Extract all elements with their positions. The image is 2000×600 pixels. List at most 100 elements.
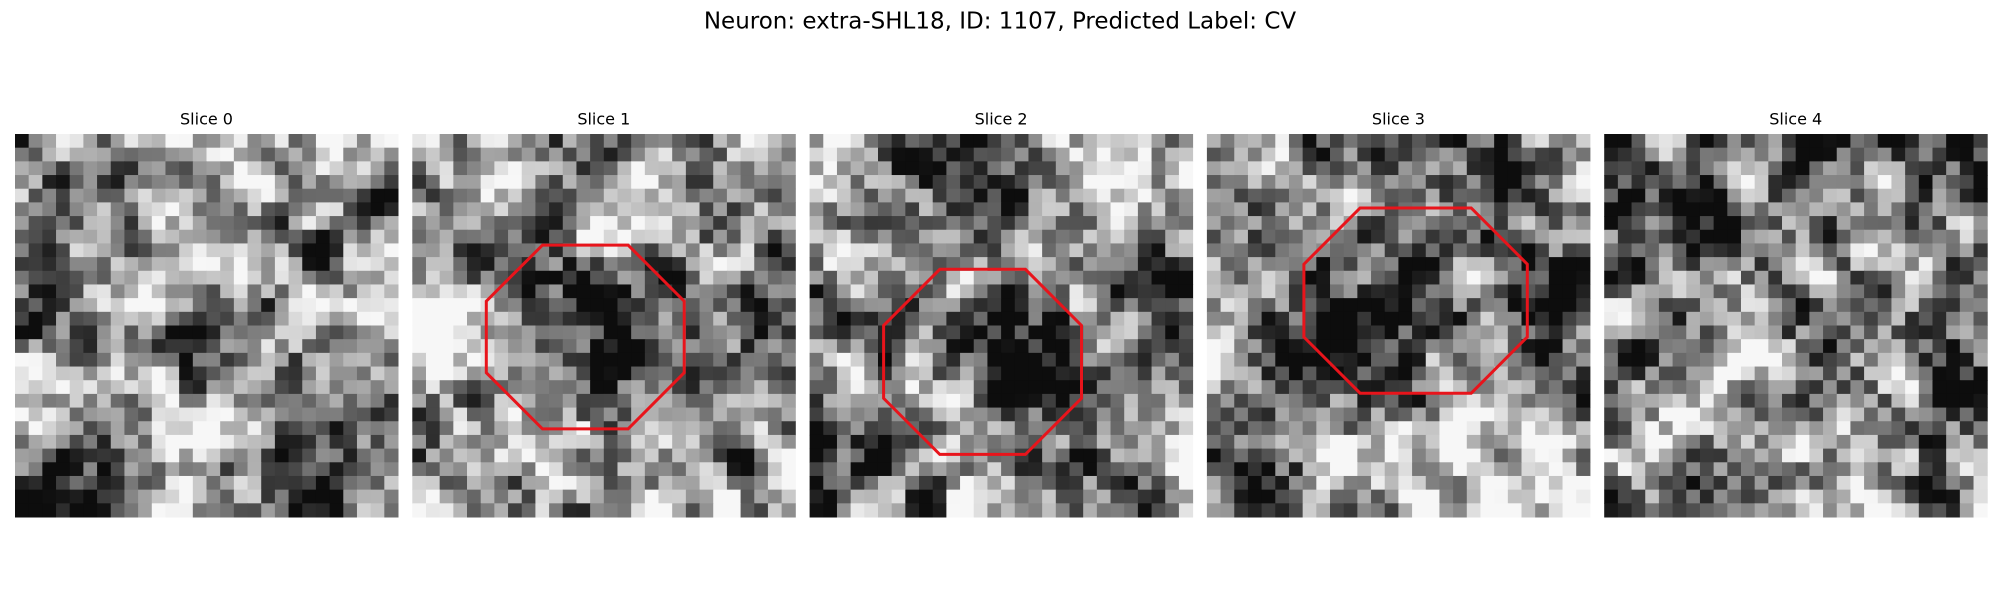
pixel <box>274 284 290 299</box>
pixel <box>1576 407 1591 422</box>
pixel <box>1357 298 1372 313</box>
pixel <box>1562 325 1577 340</box>
pixel <box>165 503 180 518</box>
pixel <box>1877 448 1892 463</box>
pixel <box>83 311 98 326</box>
pixel <box>247 325 262 340</box>
pixel <box>617 503 632 518</box>
pixel <box>1165 421 1180 436</box>
pixel <box>329 421 344 436</box>
pixel <box>1877 380 1892 395</box>
pixel <box>603 216 618 231</box>
pixel <box>1096 421 1112 436</box>
pixel <box>905 161 920 176</box>
pixel <box>83 462 98 477</box>
pixel <box>453 147 468 162</box>
pixel <box>288 202 303 217</box>
pixel <box>165 175 180 190</box>
pixel <box>1864 257 1879 272</box>
pixel <box>480 188 495 203</box>
pixel <box>754 270 769 285</box>
pixel <box>1617 188 1633 203</box>
pixel <box>453 311 468 326</box>
pixel <box>850 475 865 491</box>
pixel <box>699 284 714 299</box>
pixel <box>864 407 879 422</box>
pixel <box>1453 489 1468 504</box>
pixel <box>165 134 180 149</box>
pixel <box>1973 462 1988 477</box>
pixel <box>1727 270 1742 285</box>
pixel <box>439 421 454 436</box>
pixel <box>28 421 43 436</box>
pixel <box>1521 380 1536 395</box>
pixel <box>206 380 221 395</box>
pixel <box>1782 393 1797 409</box>
pixel <box>1412 503 1427 518</box>
pixel <box>467 339 482 354</box>
pixel <box>28 243 43 258</box>
pixel <box>384 298 399 313</box>
pixel <box>370 188 385 203</box>
pixel <box>919 257 934 272</box>
pixel <box>1631 366 1646 381</box>
pixel <box>124 188 139 203</box>
pixel <box>1699 147 1715 162</box>
pixel <box>535 462 550 477</box>
pixel <box>644 134 660 149</box>
pixel <box>124 311 139 326</box>
pixel <box>1604 352 1619 368</box>
pixel <box>1973 311 1988 326</box>
pixel <box>1823 325 1838 340</box>
pixel <box>1206 188 1222 203</box>
pixel <box>1261 311 1276 326</box>
pixel <box>42 475 57 491</box>
pixel <box>603 434 618 450</box>
pixel <box>494 161 509 176</box>
pixel <box>206 257 221 272</box>
pixel <box>384 407 399 422</box>
pixel <box>1754 366 1769 381</box>
pixel <box>1768 270 1783 285</box>
pixel <box>1371 188 1386 203</box>
pixel <box>288 462 303 477</box>
pixel <box>329 147 344 162</box>
pixel <box>1371 284 1386 299</box>
pixel <box>1823 175 1838 190</box>
pixel <box>1850 366 1865 381</box>
pixel <box>97 134 112 149</box>
pixel <box>1768 229 1783 244</box>
pixel <box>494 325 509 340</box>
pixel <box>1247 407 1263 422</box>
pixel <box>1398 503 1413 518</box>
pixel <box>850 421 865 436</box>
pixel <box>1768 407 1783 422</box>
pixel <box>329 175 344 190</box>
pixel <box>1535 243 1550 258</box>
pixel <box>233 407 249 422</box>
pixel <box>932 284 947 299</box>
pixel <box>247 352 262 368</box>
pixel <box>1343 489 1358 504</box>
pixel <box>1507 421 1523 436</box>
pixel <box>192 243 207 258</box>
pixel <box>1795 366 1810 381</box>
pixel <box>1877 311 1892 326</box>
pixel <box>973 161 988 176</box>
pixel <box>658 243 673 258</box>
pixel <box>151 175 166 190</box>
pixel <box>809 393 824 409</box>
pixel <box>1850 434 1865 450</box>
pixel <box>836 380 852 395</box>
pixel <box>740 311 755 326</box>
pixel <box>1576 175 1591 190</box>
pixel <box>247 462 262 477</box>
pixel <box>1178 448 1194 463</box>
pixel <box>15 243 30 258</box>
pixel <box>1507 188 1523 203</box>
pixel <box>1220 489 1235 504</box>
pixel <box>836 366 852 381</box>
pixel <box>1014 380 1029 395</box>
pixel <box>1096 298 1112 313</box>
pixel <box>1137 257 1153 272</box>
